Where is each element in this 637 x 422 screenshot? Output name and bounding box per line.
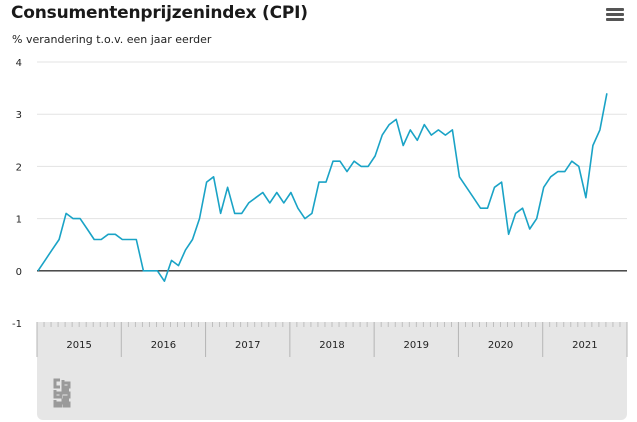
series-line <box>37 93 608 283</box>
x-tick-label-2017: 2017 <box>235 340 260 351</box>
x-tick-label-2020: 2020 <box>488 340 513 351</box>
x-axis-ticks: 2015 2016 2017 2018 2019 2020 2021 <box>36 322 628 357</box>
cbs-logo-icon <box>53 378 71 408</box>
line-chart: -1 0 1 2 3 4 2015 2016 2017 2018 2019 2020 2021 <box>12 58 628 357</box>
chart-title: Consumentenprijzenindex (CPI) <box>11 3 308 23</box>
cpi-series-line <box>37 93 608 283</box>
hamburger-menu-icon[interactable] <box>606 8 624 24</box>
footer-logo-area <box>37 357 627 420</box>
y-tick-label: 4 <box>16 58 22 69</box>
x-tick-label-2016: 2016 <box>151 340 176 351</box>
y-tick-label: -1 <box>12 319 22 330</box>
x-tick-label-2021: 2021 <box>572 340 597 351</box>
x-axis-band <box>37 322 627 357</box>
y-tick-label: 1 <box>16 215 22 226</box>
y-axis-ticks: -1 0 1 2 3 4 <box>12 58 22 330</box>
y-tick-label: 2 <box>16 162 22 173</box>
y-tick-label: 0 <box>16 267 22 278</box>
chart-subtitle: % verandering t.o.v. een jaar eerder <box>12 33 212 46</box>
x-tick-label-2018: 2018 <box>319 340 344 351</box>
x-tick-label-2019: 2019 <box>404 340 429 351</box>
x-tick-label-2015: 2015 <box>66 340 91 351</box>
grid-lines <box>37 61 627 324</box>
y-tick-label: 3 <box>16 110 22 121</box>
